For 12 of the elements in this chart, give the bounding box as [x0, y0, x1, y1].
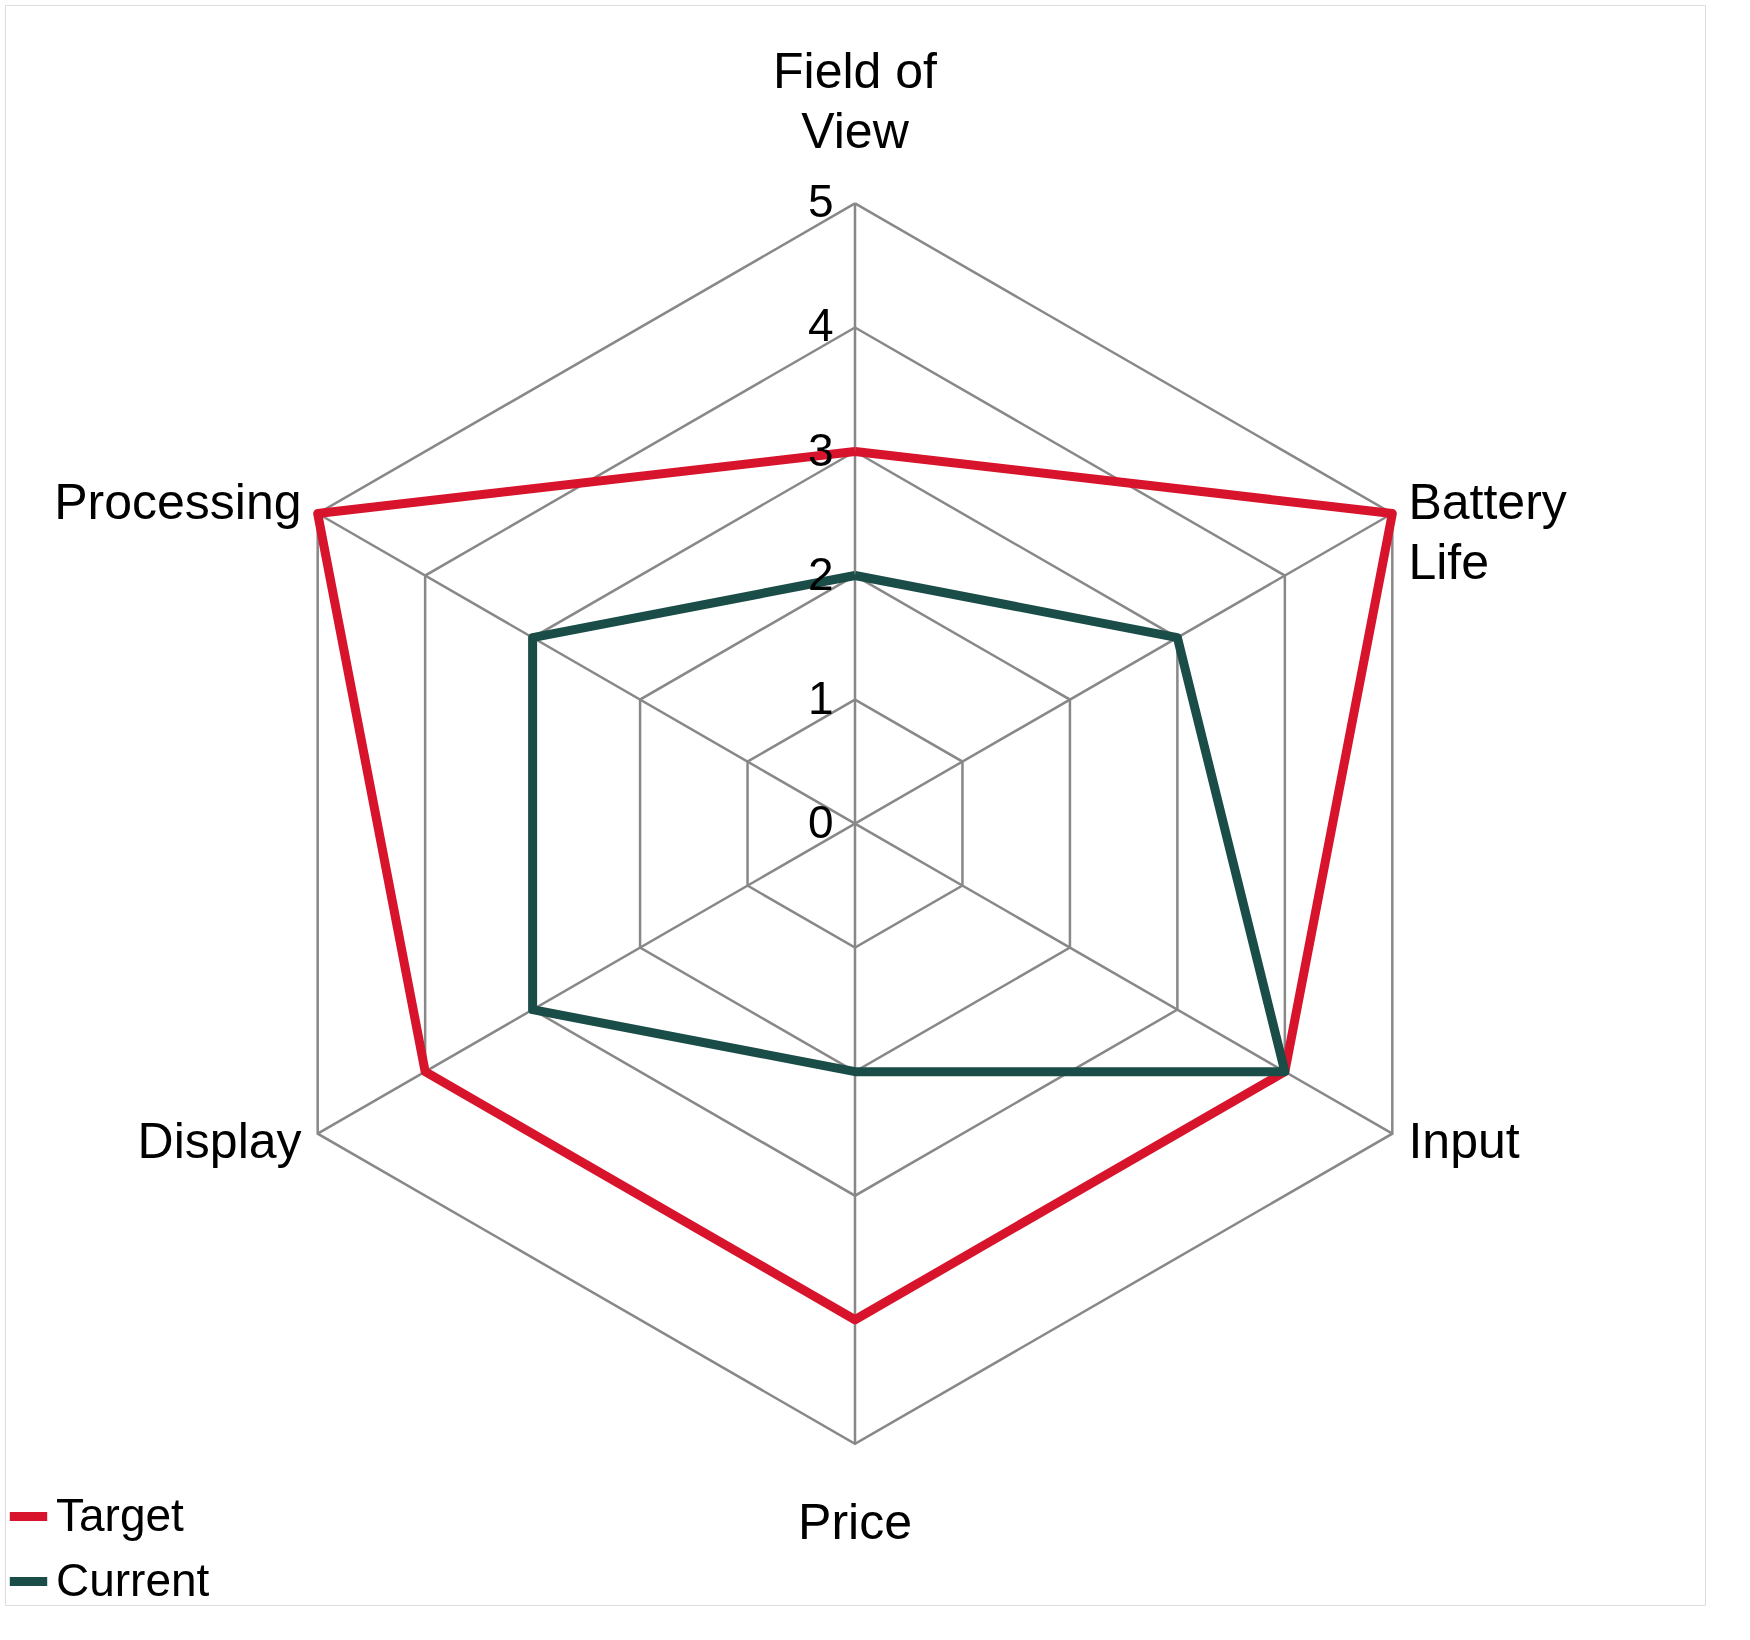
spoke-label: Field of View: [773, 43, 938, 160]
y-tick-label: 5: [808, 175, 834, 228]
y-tick-label: 1: [808, 671, 834, 724]
y-tick-label: 0: [808, 795, 834, 848]
legend-label: Target: [56, 1488, 185, 1541]
y-tick-label: 4: [808, 299, 834, 352]
legend-label: Current: [56, 1553, 210, 1606]
spoke-label: Battery Life: [1408, 474, 1567, 591]
spoke-label: Display: [137, 1112, 302, 1169]
spoke-label: Processing: [54, 474, 302, 531]
spoke-label: Input: [1408, 1112, 1520, 1169]
spoke-label: Price: [798, 1494, 912, 1551]
